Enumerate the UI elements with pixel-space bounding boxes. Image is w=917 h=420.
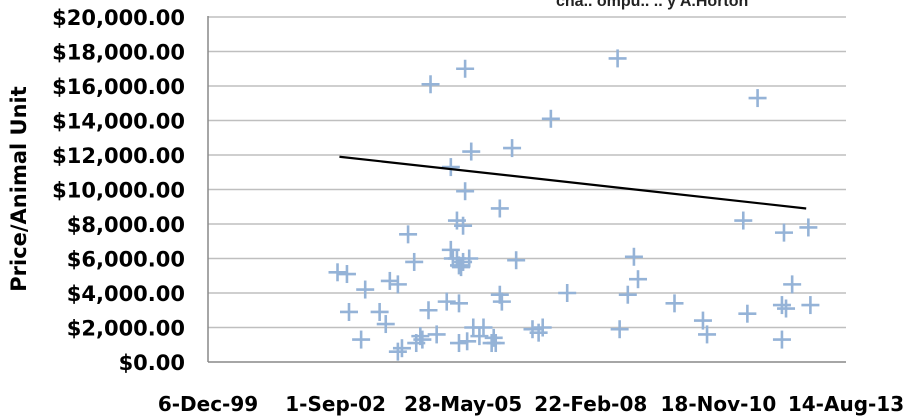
y-tick-label: $2,000.00 (67, 317, 185, 341)
data-point-marker (772, 296, 791, 315)
data-point-marker (413, 330, 432, 349)
x-tick-label: 18-Nov-10 (661, 392, 777, 416)
data-point-marker (734, 211, 753, 230)
data-point-marker (462, 142, 481, 161)
data-point-marker (339, 302, 358, 321)
data-point-marker (629, 270, 648, 289)
x-tick-label: 14-Aug-13 (788, 392, 904, 416)
data-points (328, 49, 820, 361)
data-point-marker (618, 285, 637, 304)
data-point-marker (419, 301, 438, 320)
y-tick-label: $4,000.00 (67, 282, 185, 306)
data-point-marker (460, 249, 479, 268)
data-point-marker (405, 252, 424, 271)
axes (207, 16, 846, 363)
data-point-marker (437, 292, 456, 311)
data-point-marker (783, 275, 802, 294)
data-point-marker (356, 280, 375, 299)
data-point-marker (772, 330, 791, 349)
data-point-marker (693, 311, 712, 330)
data-point-marker (541, 109, 560, 128)
data-point-marker (454, 216, 473, 235)
data-point-marker (799, 218, 818, 237)
data-point-marker (608, 49, 627, 68)
data-point-marker (801, 296, 820, 315)
y-tick-label: $8,000.00 (67, 213, 185, 237)
data-point-marker (449, 294, 468, 313)
data-point-marker (456, 182, 475, 201)
y-tick-labels: $0.00 $2,000.00 $4,000.00 $6,000.00 $8,000.0… (52, 6, 185, 375)
data-point-marker (486, 334, 505, 353)
data-point-marker (665, 294, 684, 313)
data-point-marker (376, 315, 395, 334)
y-tick-label: $12,000.00 (52, 144, 185, 168)
data-point-marker (337, 265, 356, 284)
y-tick-label: $10,000.00 (52, 179, 185, 203)
data-point-marker (449, 334, 468, 353)
data-point-marker (698, 325, 717, 344)
data-point-marker (388, 275, 407, 294)
data-point-marker (774, 223, 793, 242)
data-point-marker (624, 247, 643, 266)
data-point-marker (503, 139, 522, 158)
data-point-marker (421, 75, 440, 94)
data-point-marker (748, 89, 767, 108)
data-point-marker (458, 332, 477, 351)
y-axis-label: Price/Animal Unit (7, 86, 31, 292)
corner-note: cha.. ompu.. .. y A.Horton (556, 0, 748, 10)
y-tick-label: $0.00 (119, 351, 185, 375)
data-point-marker (470, 327, 489, 346)
data-point-marker (380, 271, 399, 290)
data-point-marker (558, 284, 577, 302)
data-point-marker (427, 325, 446, 344)
x-tick-label: 22-Feb-08 (534, 392, 647, 416)
data-point-marker (352, 330, 371, 349)
data-point-marker (328, 263, 347, 282)
y-tick-label: $16,000.00 (52, 75, 185, 99)
y-tick-label: $20,000.00 (52, 6, 185, 30)
data-point-marker (533, 318, 552, 337)
x-tick-labels: 6-Dec-99 1-Sep-02 28-May-05 22-Feb-08 18-Nov… (158, 392, 904, 416)
data-point-marker (610, 320, 629, 339)
trendline-group (339, 155, 807, 210)
trendline (339, 155, 807, 210)
gridlines (208, 16, 846, 329)
data-point-marker (456, 59, 475, 78)
data-point-marker (738, 304, 757, 323)
y-tick-label: $14,000.00 (52, 110, 185, 134)
data-point-marker (507, 251, 526, 270)
data-point-marker (490, 199, 509, 218)
x-tick-label: 1-Sep-02 (285, 392, 386, 416)
x-tick-label: 6-Dec-99 (158, 392, 258, 416)
data-point-marker (449, 256, 468, 275)
data-point-marker (492, 292, 511, 311)
x-tick-label: 28-May-05 (404, 392, 522, 416)
data-point-marker (441, 158, 460, 177)
data-point-marker (777, 299, 796, 318)
y-tick-label: $6,000.00 (67, 248, 185, 272)
data-point-marker (388, 342, 407, 361)
data-point-marker (474, 318, 493, 337)
data-point-marker (399, 225, 418, 244)
data-point-marker (411, 327, 430, 346)
data-point-marker (370, 302, 389, 321)
y-tick-label: $18,000.00 (52, 41, 185, 65)
data-point-marker (392, 339, 411, 358)
